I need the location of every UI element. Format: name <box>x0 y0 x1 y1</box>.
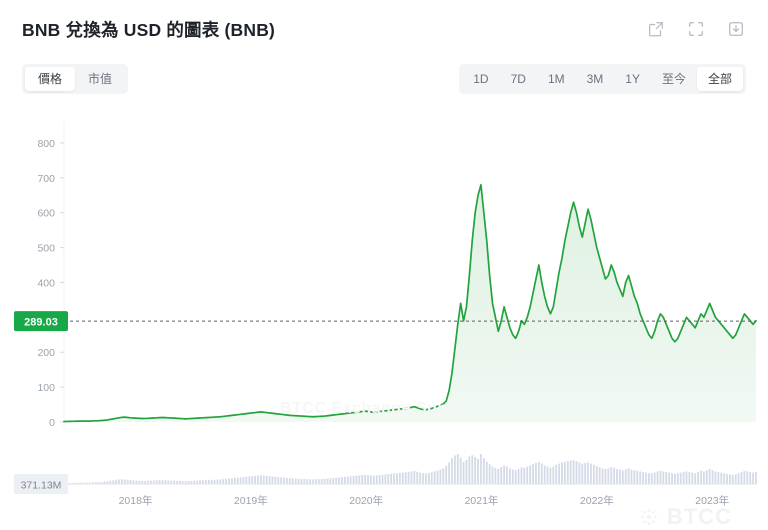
svg-text:2023年: 2023年 <box>695 494 729 507</box>
tab-price[interactable]: 價格 <box>25 67 76 91</box>
price-line <box>63 183 757 423</box>
chart-header: BNB 兌換為 USD 的圖表 (BNB) <box>0 0 768 44</box>
svg-text:500: 500 <box>37 243 55 255</box>
svg-text:0: 0 <box>49 417 55 429</box>
range-all[interactable]: 全部 <box>696 67 743 91</box>
range-1y[interactable]: 1Y <box>614 67 651 91</box>
range-1m[interactable]: 1M <box>537 67 576 91</box>
y-axis: 0 100 200 400 500 600 700 800 <box>37 138 64 429</box>
range-tab-group: 1D 7D 1M 3M 1Y 至今 全部 <box>459 64 746 94</box>
svg-text:600: 600 <box>37 208 55 220</box>
svg-text:2020年: 2020年 <box>349 494 383 507</box>
chart-canvas[interactable]: 0 100 200 400 500 600 700 800 289.03 371.13M 2018年… <box>0 112 768 512</box>
volume-bars <box>63 454 757 484</box>
x-axis: 2018年 2019年 2020年 2021年 2022年 2023年 <box>119 494 730 507</box>
volume-badge: 371.13M <box>14 474 68 494</box>
page-title: BNB 兌換為 USD 的圖表 (BNB) <box>22 19 276 40</box>
range-3m[interactable]: 3M <box>576 67 615 91</box>
svg-text:2019年: 2019年 <box>234 494 268 507</box>
range-1d[interactable]: 1D <box>462 67 499 91</box>
svg-text:2022年: 2022年 <box>580 494 614 507</box>
svg-text:800: 800 <box>37 138 55 150</box>
share-icon[interactable] <box>646 19 666 39</box>
svg-text:700: 700 <box>37 173 55 185</box>
current-price-badge: 289.03 <box>14 311 68 332</box>
svg-text:289.03: 289.03 <box>24 317 58 329</box>
tab-market-cap[interactable]: 市值 <box>75 67 125 91</box>
price-chart[interactable]: 0 100 200 400 500 600 700 800 289.03 371.13M 2018年… <box>0 112 768 529</box>
download-icon[interactable] <box>726 19 746 39</box>
svg-text:200: 200 <box>37 347 55 359</box>
price-area-fill <box>64 184 756 422</box>
svg-text:2021年: 2021年 <box>465 494 499 507</box>
range-7d[interactable]: 7D <box>500 67 537 91</box>
svg-text:400: 400 <box>37 277 55 289</box>
metric-tab-group: 價格 市值 <box>22 64 129 94</box>
chart-toolbar: 價格 市值 1D 7D 1M 3M 1Y 至今 全部 <box>0 44 768 94</box>
fullscreen-icon[interactable] <box>686 19 706 39</box>
header-actions <box>646 19 746 39</box>
svg-text:371.13M: 371.13M <box>21 480 62 492</box>
svg-text:100: 100 <box>37 382 55 394</box>
range-ytd[interactable]: 至今 <box>651 67 697 91</box>
svg-text:2018年: 2018年 <box>119 494 153 507</box>
